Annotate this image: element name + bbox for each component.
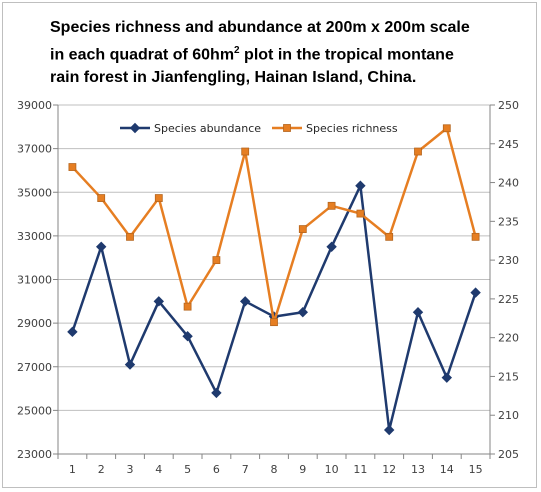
chart-title: Species richness and abundance at 200m x… <box>50 16 520 89</box>
data-point-richness <box>356 209 365 218</box>
x-tick-label: 10 <box>325 463 339 476</box>
data-point-richness <box>183 302 192 311</box>
x-tick-label: 2 <box>98 463 105 476</box>
x-tick-label: 9 <box>299 463 306 476</box>
data-point-abundance <box>182 331 193 342</box>
data-point-richness <box>241 147 250 156</box>
data-point-richness <box>327 201 336 210</box>
right-tick-label: 230 <box>498 254 519 267</box>
data-point-richness <box>68 163 77 171</box>
right-tick-label: 215 <box>498 370 519 383</box>
x-tick-label: 1 <box>69 463 76 476</box>
right-tick-label: 245 <box>498 138 519 151</box>
data-point-abundance <box>470 287 481 298</box>
data-point-abundance <box>383 424 395 436</box>
left-tick-label: 31000 <box>17 274 52 287</box>
x-tick-label: 4 <box>155 463 162 476</box>
left-tick-label: 39000 <box>17 99 52 112</box>
data-point-abundance <box>297 307 309 318</box>
left-tick-label: 35000 <box>17 186 52 199</box>
x-tick-label: 3 <box>127 463 134 476</box>
chart-frame <box>2 2 537 488</box>
left-tick-label: 25000 <box>17 404 52 417</box>
series-line-abundance <box>71 184 477 432</box>
x-tick-label: 15 <box>469 463 483 476</box>
title-line-2-rest: plot in the tropical montane <box>239 46 454 64</box>
title-line-1: Species richness and abundance at 200m x… <box>50 19 470 36</box>
left-tick-label: 23000 <box>17 448 52 461</box>
left-tick-label: 27000 <box>17 361 52 374</box>
data-point-richness <box>414 147 422 156</box>
legend-marker-richness <box>283 124 291 132</box>
legend-label-abundance: Species abundance <box>154 122 261 135</box>
data-point-abundance <box>153 296 165 307</box>
x-tick-label: 13 <box>411 463 425 476</box>
x-tick-label: 8 <box>271 463 278 476</box>
data-point-richness <box>97 194 106 202</box>
title-line-3: rain forest in Jianfengling, Hainan Isla… <box>50 69 417 87</box>
data-point-richness <box>126 232 134 241</box>
right-tick-label: 240 <box>498 177 519 190</box>
data-point-abundance <box>326 241 337 252</box>
x-tick-label: 5 <box>184 463 191 476</box>
right-tick-label: 205 <box>498 448 519 461</box>
data-point-abundance <box>124 359 136 370</box>
left-tick-label: 37000 <box>17 143 52 156</box>
data-point-richness <box>154 194 163 202</box>
data-point-richness <box>385 232 394 241</box>
data-point-richness <box>442 124 451 133</box>
x-tick-label: 7 <box>242 463 249 476</box>
data-point-richness <box>471 232 480 241</box>
left-tick-label: 33000 <box>17 230 52 243</box>
data-point-abundance <box>95 241 107 252</box>
title-line-2-text: in each quadrat of 60hm <box>50 46 235 64</box>
legend-label-richness: Species richness <box>306 122 398 135</box>
data-point-richness <box>270 318 278 327</box>
data-point-abundance <box>412 307 424 318</box>
data-point-abundance <box>67 326 78 338</box>
data-point-abundance <box>441 372 453 383</box>
legend-marker-abundance <box>129 122 141 134</box>
title-superscript: 2 <box>234 45 240 56</box>
right-tick-label: 225 <box>498 293 519 306</box>
x-tick-label: 6 <box>213 463 220 476</box>
data-point-abundance <box>355 180 366 191</box>
right-tick-label: 210 <box>498 409 519 422</box>
data-point-abundance <box>239 296 251 307</box>
series-line-richness <box>71 127 477 324</box>
right-tick-label: 220 <box>498 332 519 345</box>
data-point-richness <box>212 256 221 265</box>
title-line-2: in each quadrat of 60hm2 plot in the tro… <box>50 39 520 66</box>
data-point-richness <box>298 225 307 233</box>
x-tick-label: 11 <box>353 463 367 476</box>
right-tick-label: 235 <box>498 215 519 228</box>
x-tick-label: 12 <box>382 463 396 476</box>
x-tick-label: 14 <box>440 463 454 476</box>
data-point-abundance <box>211 387 222 399</box>
left-tick-label: 29000 <box>17 317 52 330</box>
right-tick-label: 250 <box>498 99 519 112</box>
